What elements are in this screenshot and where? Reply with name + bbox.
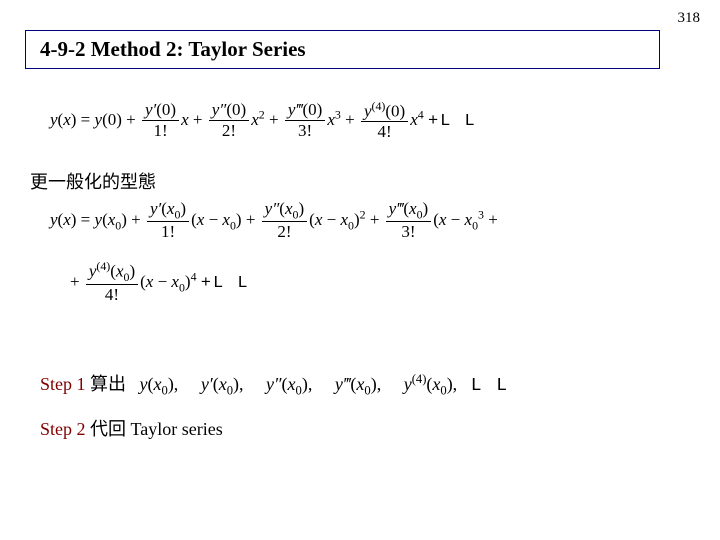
equation-taylor-at-zero: y(x) = y(0) + y′(0)1!x + y″(0)2!x2 + y‴(…	[50, 100, 690, 143]
step-1-cjk: 算出	[90, 374, 126, 394]
step-1: Step 1 算出 y(x0), y′(x0), y″(x0), y‴(x0),…	[40, 370, 509, 399]
section-title: 4-9-2 Method 2: Taylor Series	[25, 30, 660, 69]
step-1-label: Step 1	[40, 374, 86, 394]
step-1-items: y(x0), y′(x0), y″(x0), y‴(x0), y(4)(x0),…	[140, 374, 510, 394]
subheading-general-form: 更一般化的型態	[30, 168, 156, 194]
step-2: Step 2 代回 Taylor series	[40, 415, 223, 441]
step-2-cjk: 代回	[90, 419, 126, 439]
step-2-label: Step 2	[40, 419, 86, 439]
page-number: 318	[678, 10, 701, 27]
equation-taylor-at-x0-line1: y(x) = y(x0) + y′(x0)1!(x − x0) + y″(x0)…	[50, 200, 700, 243]
step-2-rest: Taylor series	[131, 419, 223, 439]
equation-taylor-at-x0-line2: + y(4)(x0)4!(x − x0)4 +L L	[70, 260, 670, 306]
